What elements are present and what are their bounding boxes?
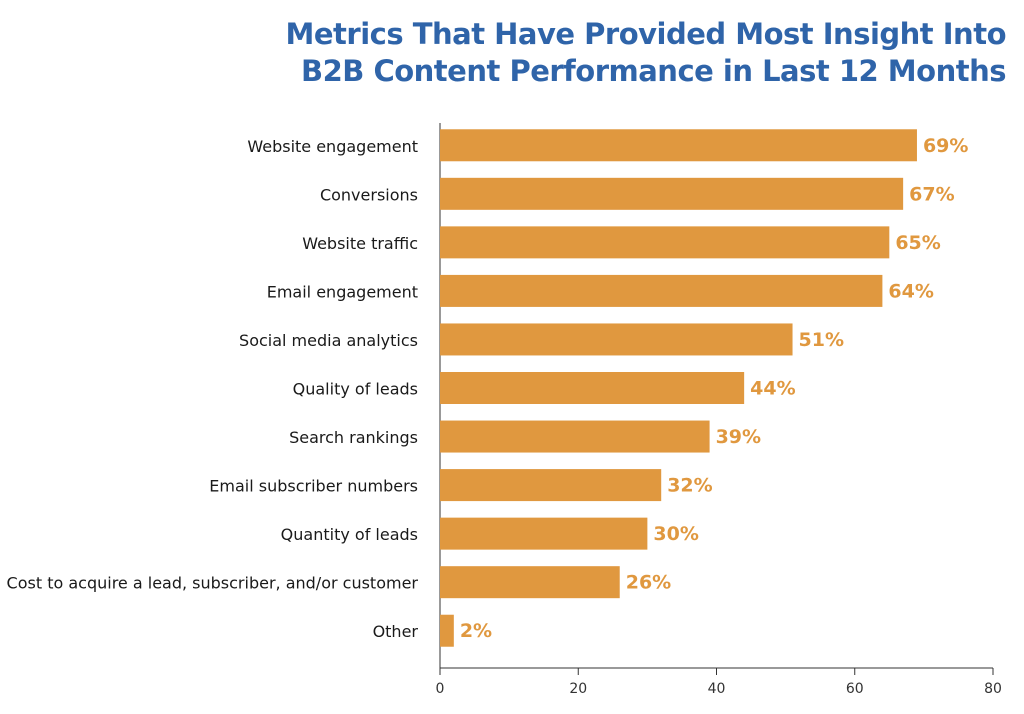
value-label: 67% bbox=[909, 183, 954, 205]
y-tick-label: Conversions bbox=[320, 185, 418, 204]
x-tick-label: 40 bbox=[708, 681, 726, 697]
y-tick-label: Cost to acquire a lead, subscriber, and/… bbox=[7, 574, 419, 593]
bar bbox=[440, 566, 620, 599]
y-tick-label: Other bbox=[373, 622, 419, 641]
value-label: 2% bbox=[460, 620, 492, 642]
value-label: 65% bbox=[895, 232, 940, 254]
y-tick-label: Website traffic bbox=[302, 234, 418, 253]
bar bbox=[440, 226, 890, 259]
value-label: 39% bbox=[716, 426, 761, 448]
bar bbox=[440, 517, 648, 550]
bar bbox=[440, 177, 904, 210]
y-tick-label: Website engagement bbox=[247, 137, 418, 156]
bar bbox=[440, 614, 454, 647]
y-tick-label: Email engagement bbox=[267, 282, 418, 301]
y-tick-label: Social media analytics bbox=[239, 331, 418, 350]
value-label: 64% bbox=[888, 280, 933, 302]
bar bbox=[440, 323, 793, 356]
value-label: 69% bbox=[923, 135, 968, 157]
y-tick-label: Email subscriber numbers bbox=[209, 477, 418, 496]
bar bbox=[440, 129, 917, 162]
x-tick-label: 60 bbox=[846, 681, 864, 697]
bar bbox=[440, 274, 883, 307]
bar bbox=[440, 469, 662, 502]
value-label: 26% bbox=[626, 572, 671, 594]
chart-title: Metrics That Have Provided Most Insight … bbox=[286, 17, 1006, 51]
y-tick-label: Search rankings bbox=[289, 428, 418, 447]
x-tick-label: 20 bbox=[569, 681, 587, 697]
x-tick-label: 0 bbox=[436, 681, 445, 697]
value-label: 30% bbox=[653, 523, 698, 545]
y-tick-label: Quantity of leads bbox=[281, 525, 418, 544]
bar bbox=[440, 420, 710, 453]
value-label: 32% bbox=[667, 475, 712, 497]
value-label: 44% bbox=[750, 378, 795, 400]
x-tick-label: 80 bbox=[984, 681, 1002, 697]
value-label: 51% bbox=[799, 329, 844, 351]
y-tick-label: Quality of leads bbox=[293, 380, 418, 399]
chart-title: B2B Content Performance in Last 12 Month… bbox=[301, 54, 1006, 88]
bar bbox=[440, 372, 745, 404]
